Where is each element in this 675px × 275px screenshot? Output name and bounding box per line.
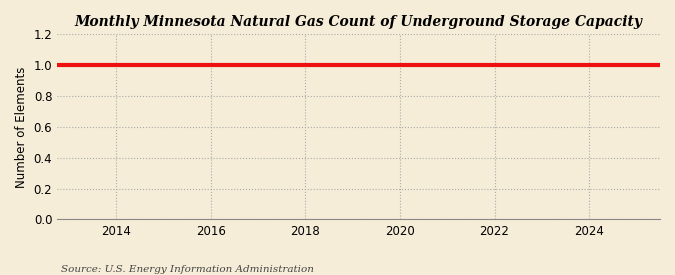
Y-axis label: Number of Elements: Number of Elements bbox=[15, 66, 28, 188]
Title: Monthly Minnesota Natural Gas Count of Underground Storage Capacity: Monthly Minnesota Natural Gas Count of U… bbox=[74, 15, 643, 29]
Text: Source: U.S. Energy Information Administration: Source: U.S. Energy Information Administ… bbox=[61, 265, 314, 274]
